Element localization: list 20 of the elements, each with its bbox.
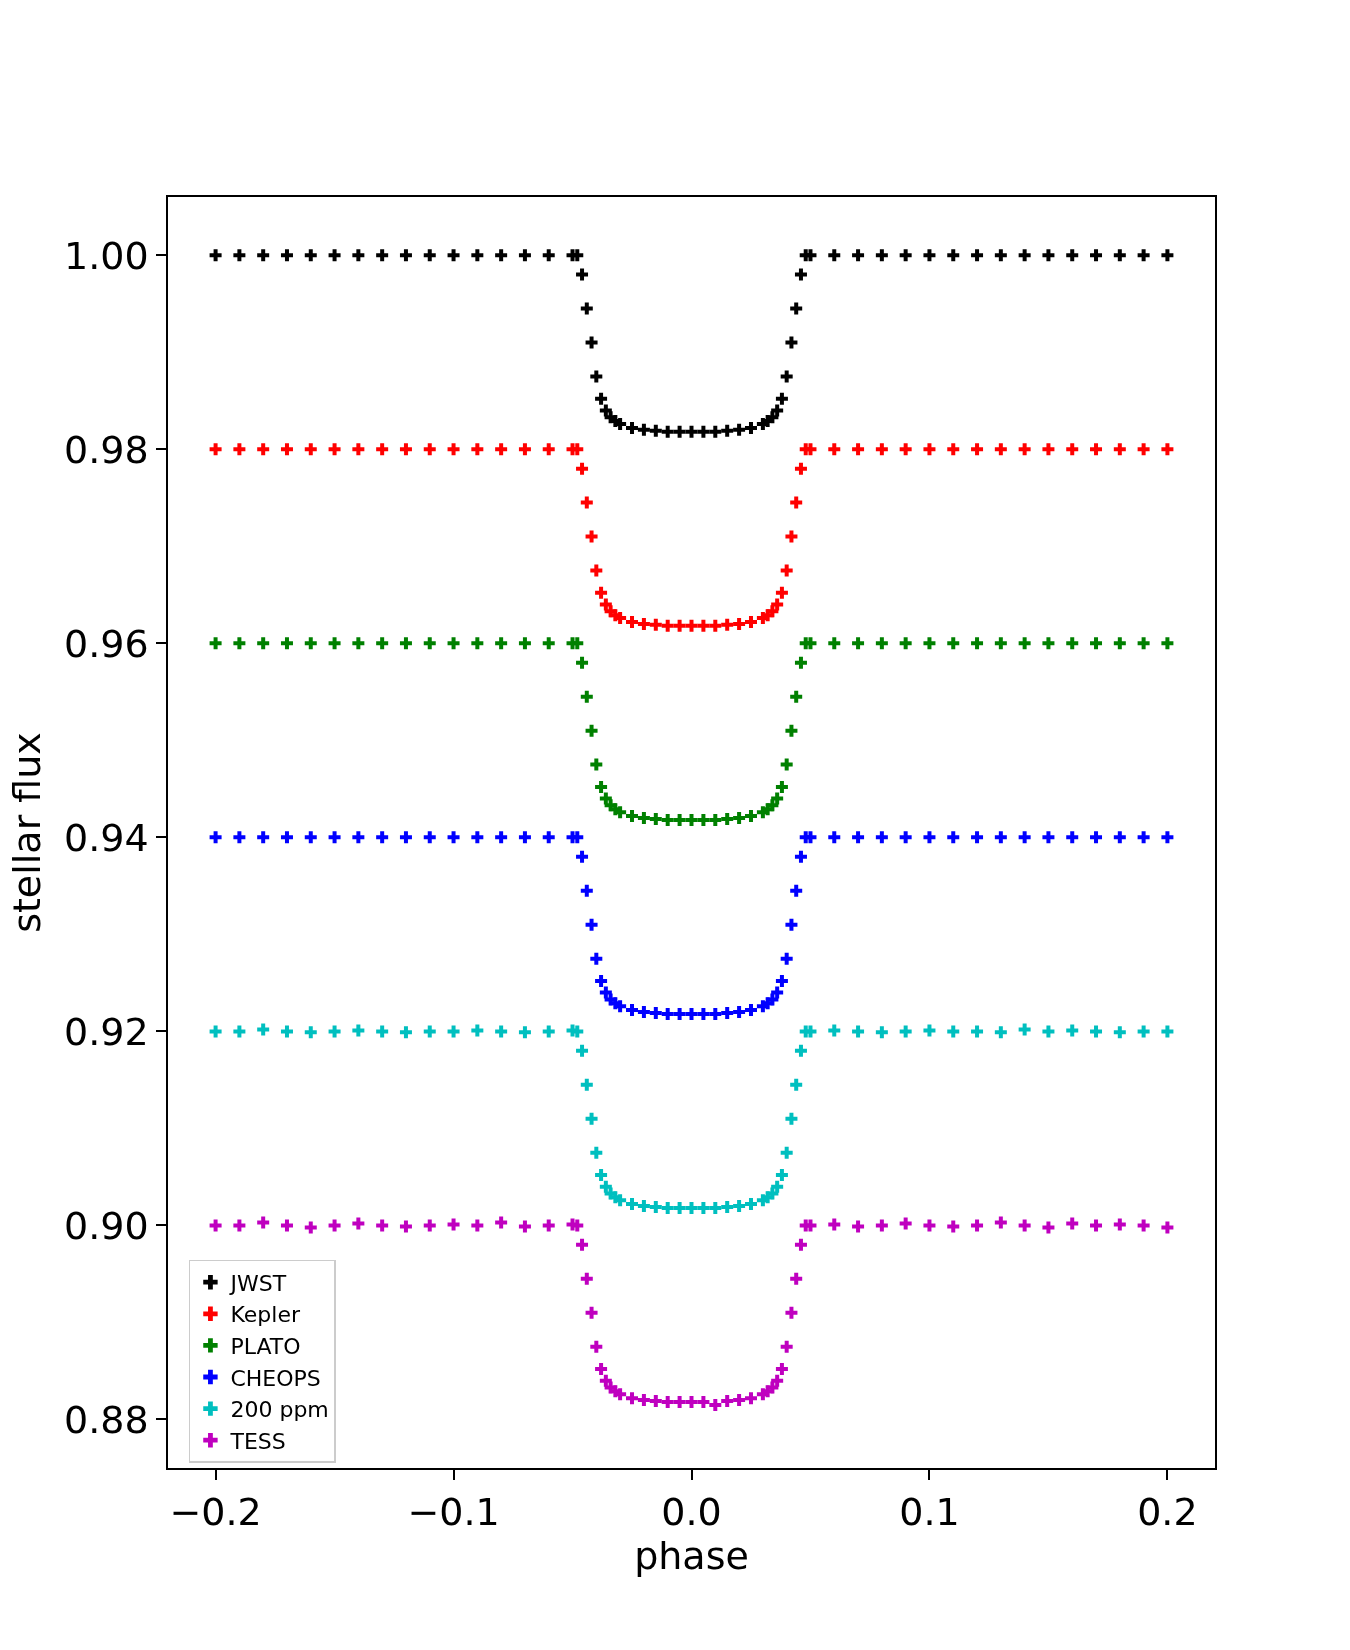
legend-label: TESS <box>229 1428 286 1454</box>
y-axis-title: stellar flux <box>4 732 49 933</box>
y-tick-label: 0.90 <box>64 1203 149 1248</box>
x-tick-label: 0.0 <box>661 1490 722 1535</box>
y-tick-label: 0.94 <box>64 815 149 860</box>
x-tick-label: −0.2 <box>169 1490 262 1535</box>
legend-label: Kepler <box>230 1302 301 1328</box>
legend-label: PLATO <box>230 1334 301 1359</box>
y-tick-label: 0.96 <box>64 621 149 666</box>
x-tick-label: 0.2 <box>1137 1490 1198 1535</box>
legend-label: JWST <box>228 1270 287 1296</box>
y-tick-label: 1.00 <box>64 233 149 278</box>
x-axis-title: phase <box>634 1534 749 1579</box>
y-tick-label: 0.88 <box>64 1397 149 1442</box>
y-tick-label: 0.98 <box>64 427 149 472</box>
y-tick-label: 0.92 <box>64 1009 149 1054</box>
legend-label: CHEOPS <box>230 1365 321 1391</box>
x-tick-label: 0.1 <box>899 1490 960 1535</box>
legend-label: 200 ppm <box>230 1397 329 1423</box>
x-tick-label: −0.1 <box>407 1490 500 1535</box>
